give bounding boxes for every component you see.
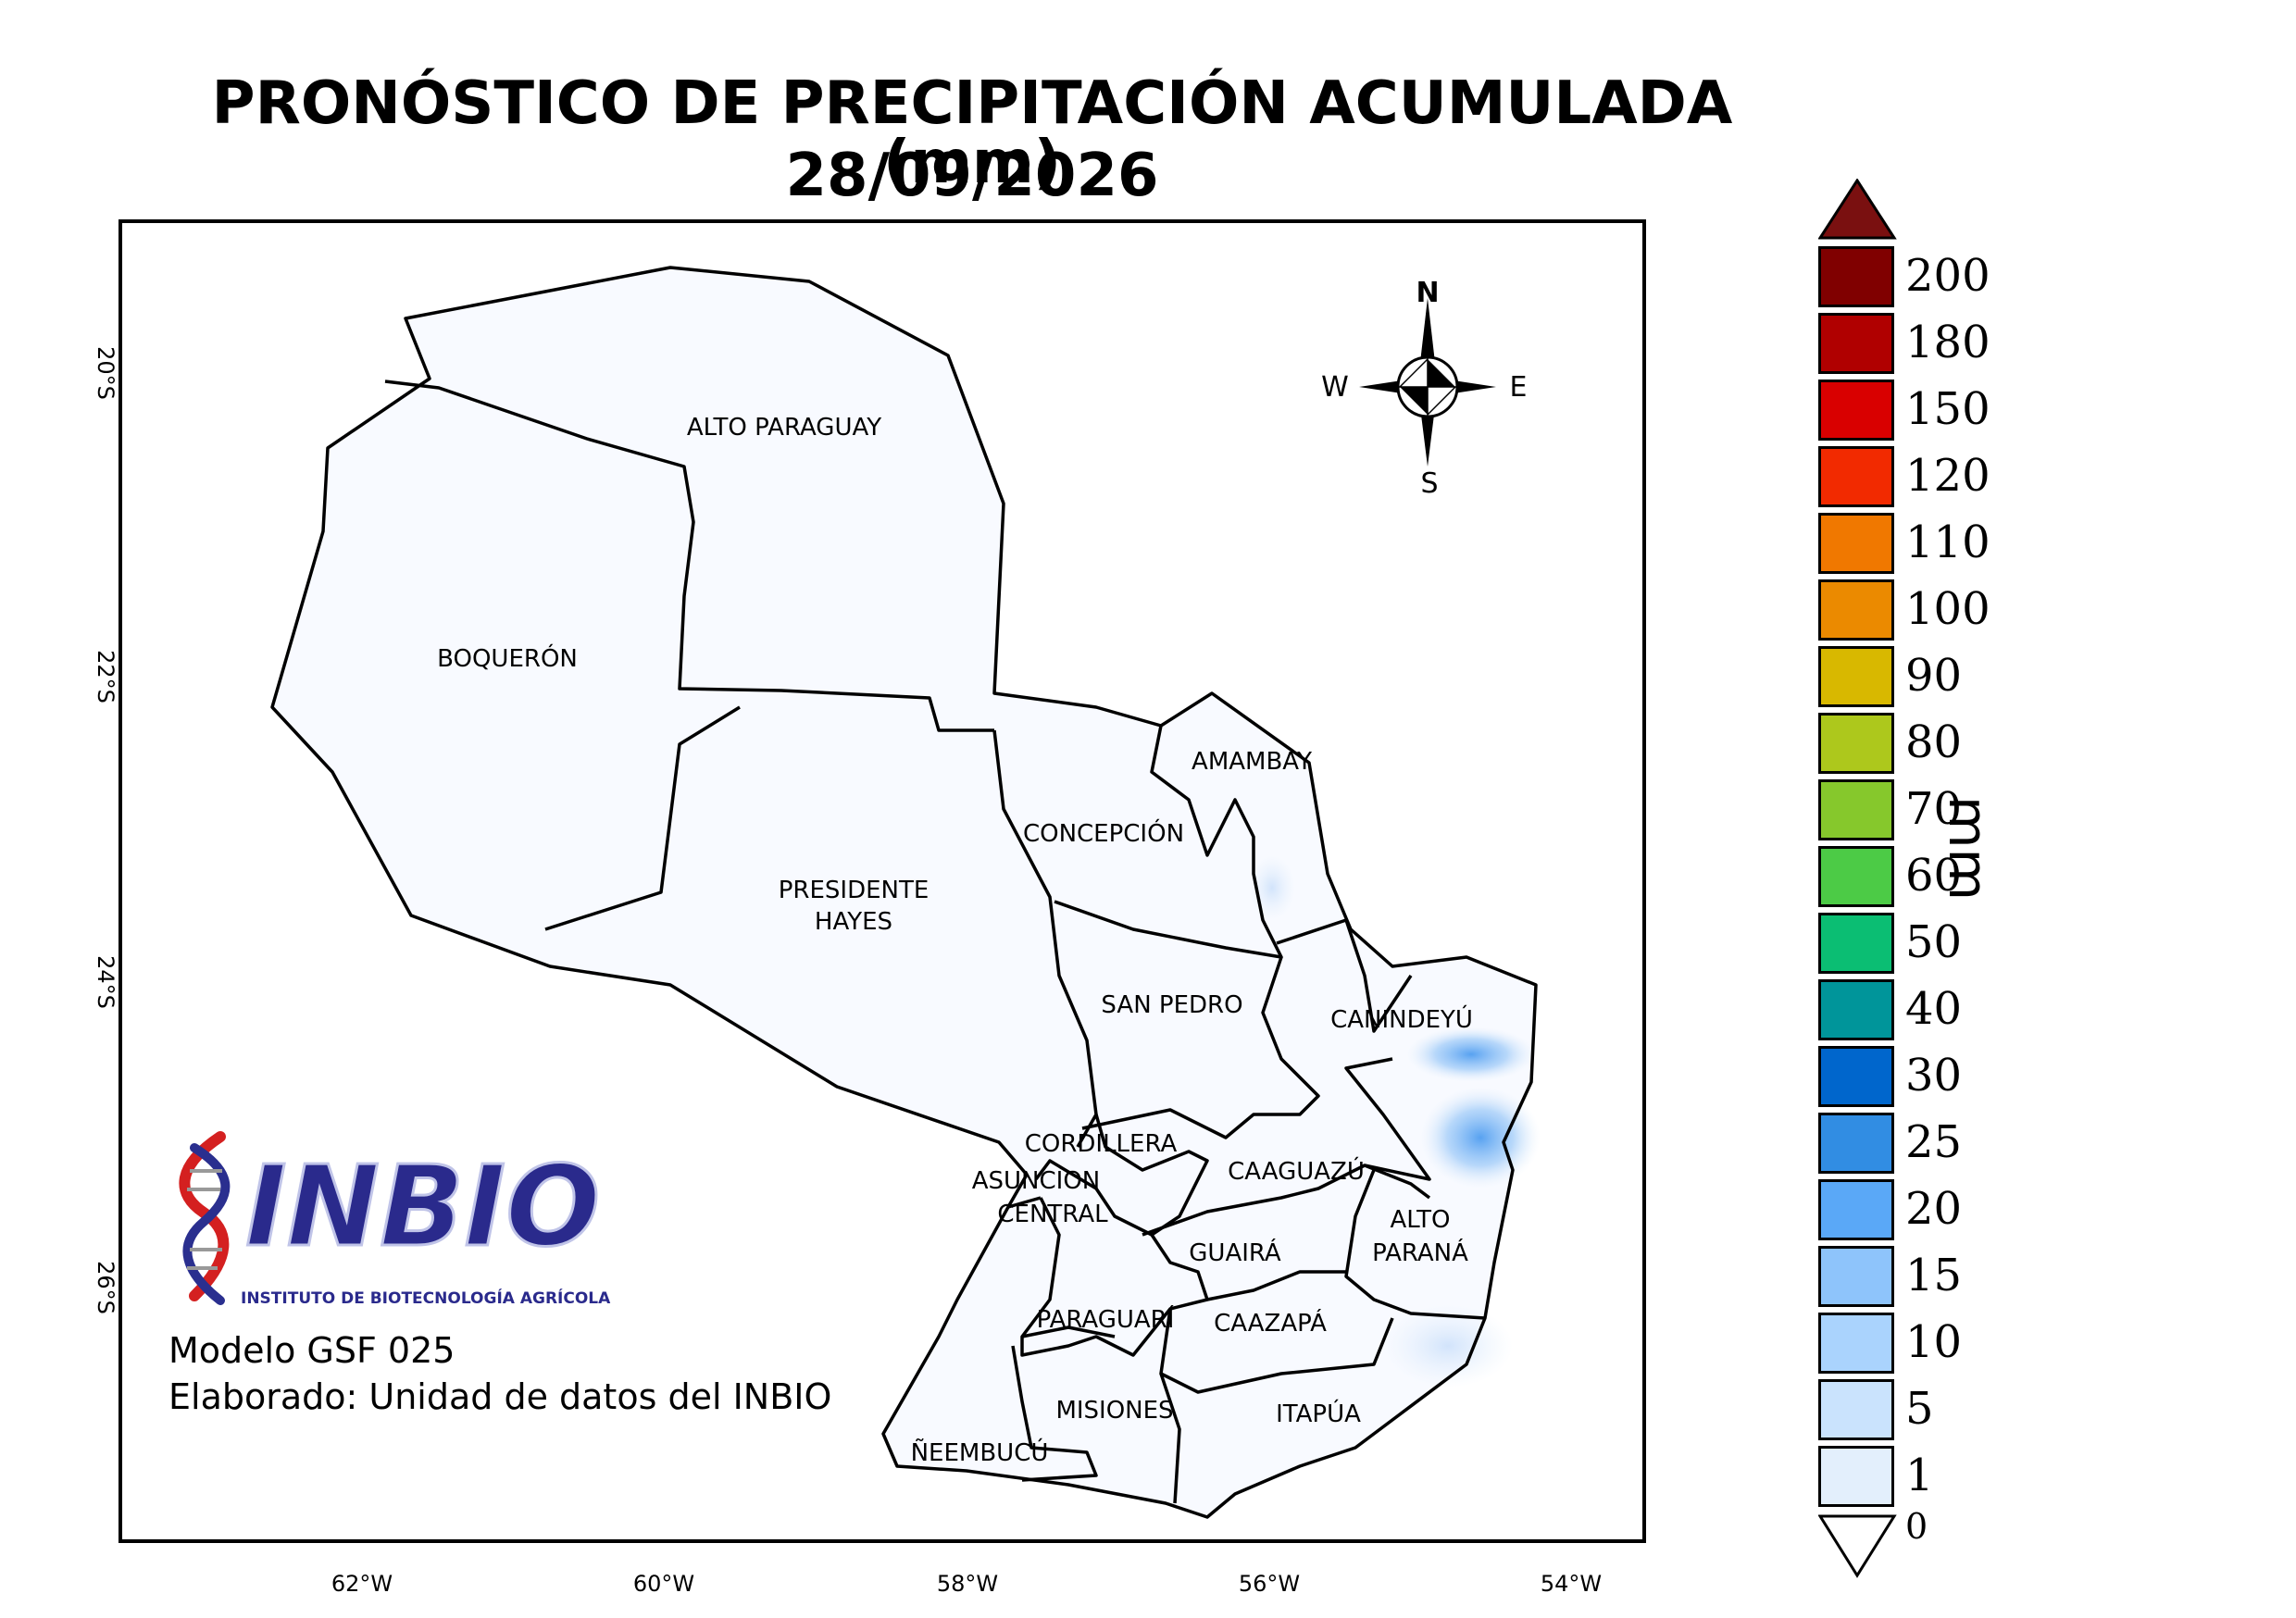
logo-wordmark: INBIO [245,1143,600,1272]
colorbar-label-110: 110 [1905,517,1990,568]
colorbar-swatch-40 [1818,979,1894,1040]
colorbar-label-15: 15 [1905,1250,1963,1301]
label-concepcion: CONCEPCIÓN [1023,818,1184,848]
label-asuncion: ASUNCION [972,1167,1101,1195]
colorbar-swatch-10 [1818,1313,1894,1374]
compass-e: E [1510,371,1528,404]
colorbar-label-5: 5 [1905,1383,1934,1435]
label-boqueron: BOQUERÓN [437,643,578,673]
compass-s: S [1420,467,1438,500]
lat-label-22s: 22°S [93,650,119,703]
colorbar-swatch-70 [1818,779,1894,840]
label-amambay: AMAMBAY [1192,748,1312,776]
label-central: CENTRAL [997,1201,1108,1228]
colorbar-swatch-100 [1818,579,1894,641]
paraguay-map: ALTO PARAGUAY BOQUERÓN PRESIDENTE HAYES … [270,266,1541,1519]
logo-subtitle: INSTITUTO DE BIOTECNOLOGÍA AGRÍCOLA [241,1288,611,1308]
colorbar-label-30: 30 [1905,1050,1963,1101]
label-presidente-hayes-2: HAYES [815,908,892,936]
colorbar-label-20: 20 [1905,1183,1963,1235]
colorbar-label-50: 50 [1905,916,1963,968]
colorbar-label-25: 25 [1905,1116,1963,1168]
colorbar-swatch-150 [1818,380,1894,441]
label-alto-paraguay: ALTO PARAGUAY [687,414,881,442]
model-name: Modelo GSF 025 [168,1330,455,1371]
lat-label-24s: 24°S [93,955,119,1009]
label-alto-parana-1: ALTO [1390,1206,1450,1234]
colorbar-swatch-25 [1818,1113,1894,1174]
colorbar-swatch-60 [1818,846,1894,907]
label-guaira: GUAIRÁ [1189,1238,1281,1267]
lon-label-56w: 56°W [1238,1571,1301,1597]
colorbar-swatch-80 [1818,713,1894,774]
colorbar-swatch-120 [1818,446,1894,507]
colorbar-swatch-30 [1818,1046,1894,1107]
lon-label-62w: 62°W [331,1571,393,1597]
colorbar-swatch-15 [1818,1246,1894,1307]
made-by: Elaborado: Unidad de datos del INBIO [168,1376,832,1417]
department-labels: ALTO PARAGUAY BOQUERÓN PRESIDENTE HAYES … [437,414,1473,1467]
inbio-logo: INBIO INSTITUTO DE BIOTECNOLOGÍA AGRÍCOL… [167,1120,648,1318]
colorbar-label-120: 120 [1905,450,1990,502]
colorbar-label-150: 150 [1905,383,1990,435]
colorbar-unit: mm [1937,796,2000,901]
label-caaguazu: CAAGUAZÚ [1228,1156,1365,1186]
lat-label-26s: 26°S [93,1261,119,1314]
colorbar-label-80: 80 [1905,716,1963,768]
label-presidente-hayes-1: PRESIDENTE [779,877,930,904]
label-paraguari: PARAGUARÍ [1037,1304,1175,1334]
country-shape [272,268,1536,1517]
label-caazapa: CAAZAPÁ [1214,1308,1327,1338]
colorbar-label-0: 0 [1905,1506,1928,1547]
compass-n: N [1416,277,1439,309]
colorbar-swatch-20 [1818,1179,1894,1240]
colorbar-label-90: 90 [1905,650,1963,702]
label-neembucu: ÑEEMBUCÚ [911,1438,1049,1467]
label-canindeyu: CANINDEYÚ [1330,1004,1473,1034]
compass-w: W [1321,371,1349,404]
label-san-pedro: SAN PEDRO [1101,991,1242,1019]
colorbar-label-1: 1 [1905,1450,1934,1501]
colorbar-label-10: 10 [1905,1316,1963,1368]
rain-patch-canindeyu [1406,1027,1536,1082]
label-alto-parana-2: PARANÁ [1372,1238,1468,1267]
label-itapua: ITAPÚA [1276,1399,1361,1428]
colorbar-swatch-180 [1818,313,1894,374]
lon-label-60w: 60°W [632,1571,695,1597]
map-date: 28/09/2026 [785,142,1159,210]
dna-helix-icon [179,1131,231,1305]
lon-label-58w: 58°W [936,1571,999,1597]
colorbar-swatch-50 [1818,913,1894,974]
department-borders [270,266,1538,1519]
colorbar-swatch-90 [1818,646,1894,707]
colorbar-swatch-110 [1818,513,1894,574]
lon-label-54w: 54°W [1540,1571,1603,1597]
colorbar-label-100: 100 [1905,583,1990,635]
map-frame: ALTO PARAGUAY BOQUERÓN PRESIDENTE HAYES … [119,219,1646,1543]
label-misiones: MISIONES [1055,1397,1173,1425]
label-cordillera: CORDILLERA [1025,1130,1178,1158]
colorbar-bottom-arrow [1818,1514,1897,1578]
colorbar-top-arrow [1818,179,1897,240]
colorbar-swatch-200 [1818,246,1894,307]
colorbar-label-70: 70 [1905,783,1963,835]
colorbar-swatch-5 [1818,1379,1894,1440]
colorbar-label-200: 200 [1905,250,1990,302]
colorbar-label-40: 40 [1905,983,1963,1035]
colorbar-label-180: 180 [1905,317,1990,368]
compass-rose: N S E W [1321,277,1527,500]
rain-patch-itapua [1383,1304,1513,1388]
map-title: PRONÓSTICO DE PRECIPITACIÓN ACUMULADA (m… [211,69,1733,197]
lat-label-20s: 20°S [93,346,119,400]
colorbar-label-60: 60 [1905,850,1963,902]
colorbar-swatch-1 [1818,1446,1894,1507]
